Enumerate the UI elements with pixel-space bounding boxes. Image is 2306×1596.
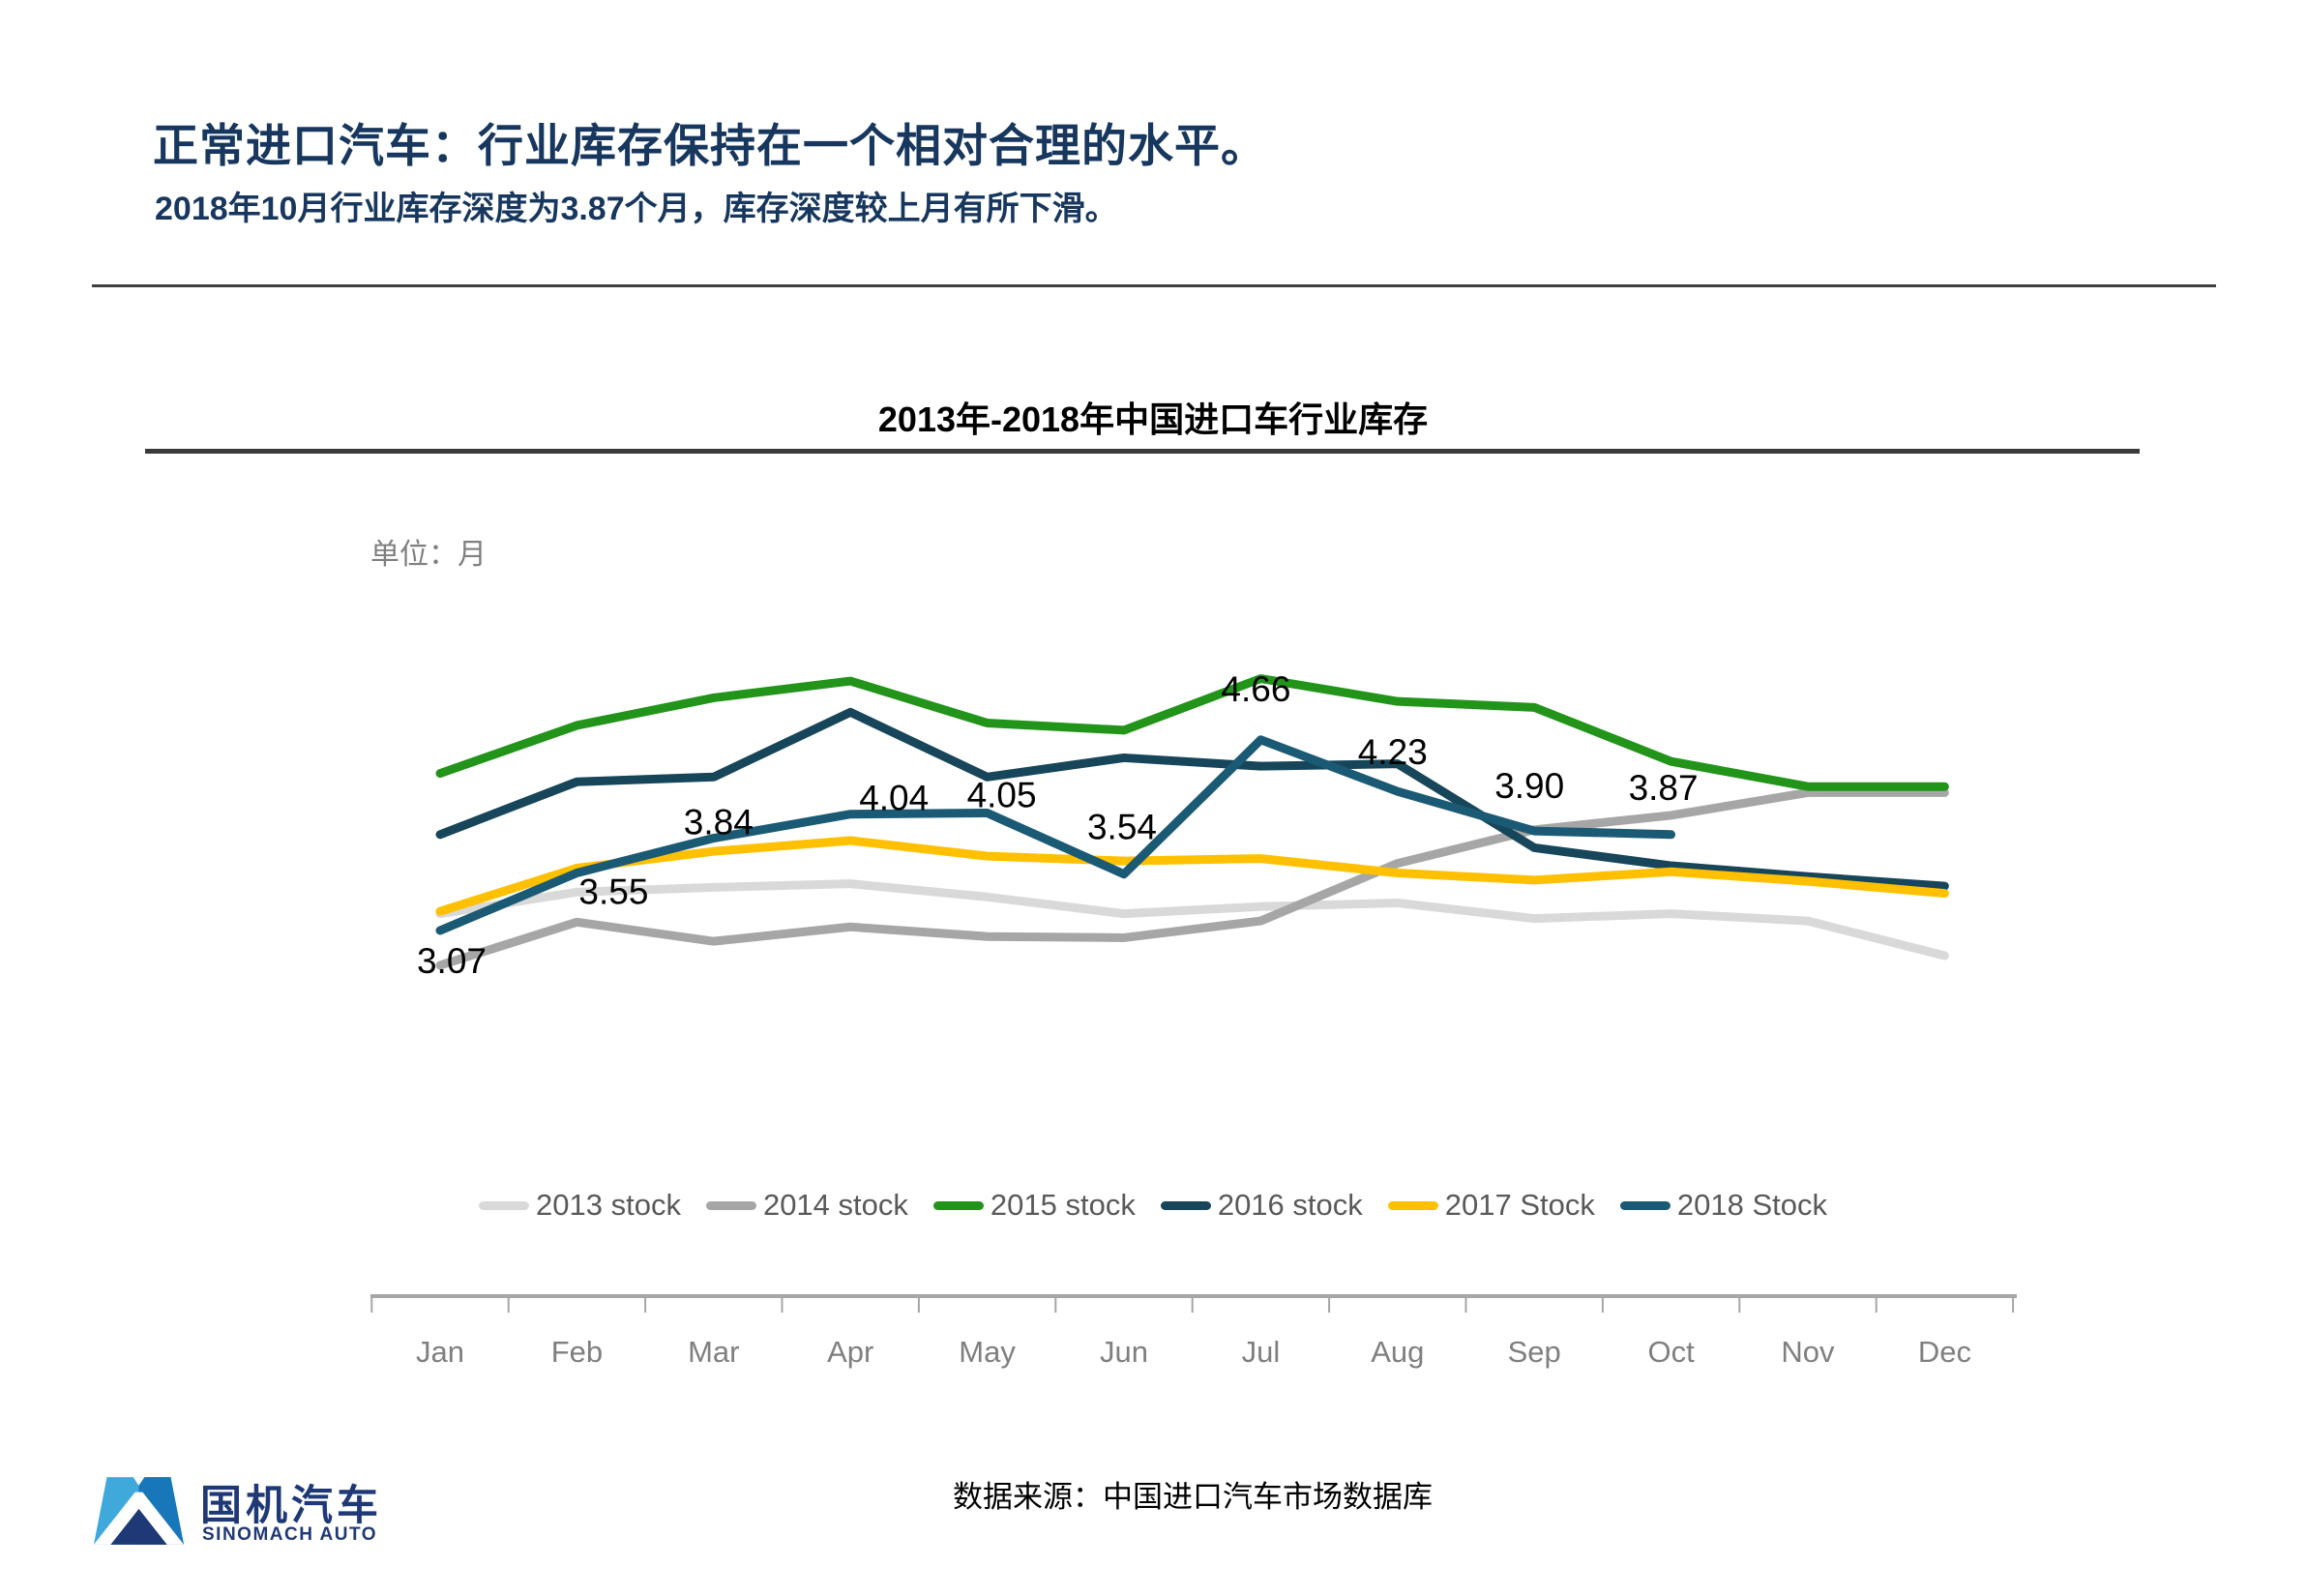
series-line-2017-stock xyxy=(435,836,1949,916)
data-label: 3.90 xyxy=(1494,766,1564,806)
unit-label: 单位：月 xyxy=(370,539,487,571)
legend-swatch-icon xyxy=(932,1200,984,1210)
legend-label: 2013 stock xyxy=(536,1188,681,1222)
legend-item-2014-stock: 2014 stock xyxy=(705,1188,908,1223)
series-line-2015-stock xyxy=(435,674,1949,791)
legend-item-2015-stock: 2015 stock xyxy=(932,1188,1136,1223)
legend-swatch-icon xyxy=(479,1200,530,1210)
axis-label-dec: Dec xyxy=(1918,1335,1971,1369)
axis-label-apr: Apr xyxy=(827,1335,873,1369)
legend-swatch-icon xyxy=(1619,1200,1670,1210)
axis-label-jan: Jan xyxy=(416,1335,464,1369)
line-chart: Jan Feb Mar Apr May Jun Jul Aug Sep Oct Nov Dec 3.07… xyxy=(370,669,2017,1369)
company-logo: 国机汽车 SINOMACH AUTO xyxy=(92,1466,382,1573)
axis-label-jul: Jul xyxy=(1242,1335,1281,1369)
legend-item-2017-stock: 2017 Stock xyxy=(1387,1188,1595,1223)
chart-title-divider xyxy=(145,449,2140,454)
data-label: 3.07 xyxy=(417,941,487,981)
legend-swatch-icon xyxy=(705,1200,756,1210)
page-title: 正常进口汽车：行业库存保持在一个相对合理的水平。 xyxy=(153,120,1267,171)
legend-swatch-icon xyxy=(1160,1200,1211,1210)
page-subtitle: 2018年10月行业库存深度为3.87个月，库存深度较上月有所下滑。 xyxy=(155,191,1118,227)
series-line-2016-stock xyxy=(435,707,1949,891)
axis-label-may: May xyxy=(959,1335,1016,1369)
data-label: 3.55 xyxy=(578,872,648,911)
data-label: 4.04 xyxy=(859,779,929,818)
series-line-2014-stock xyxy=(435,787,1949,970)
legend-label: 2018 Stock xyxy=(1676,1188,1827,1222)
axis-label-nov: Nov xyxy=(1781,1335,1835,1369)
data-label: 4.05 xyxy=(967,775,1037,814)
data-label: 3.84 xyxy=(684,803,754,842)
axis-label-sep: Sep xyxy=(1508,1335,1561,1369)
axis-label-jun: Jun xyxy=(1100,1335,1148,1369)
sinomach-logo-icon xyxy=(93,1477,185,1545)
series-line-2018-stock xyxy=(435,735,1676,935)
legend-item-2013-stock: 2013 stock xyxy=(479,1188,681,1223)
legend-item-2018-stock: 2018 Stock xyxy=(1619,1188,1827,1223)
chart-title: 2013年-2018年中国进口车行业库存 xyxy=(877,399,1429,439)
legend-label: 2015 stock xyxy=(990,1188,1136,1222)
data-label: 4.66 xyxy=(1221,669,1290,709)
legend-swatch-icon xyxy=(1387,1200,1438,1210)
chart-legend: 2013 stock 2014 stock 2015 stock 2016 stock… xyxy=(0,1188,2306,1223)
axis-label-oct: Oct xyxy=(1647,1335,1695,1369)
legend-label: 2014 stock xyxy=(762,1188,908,1222)
logo-text-en: SINOMACH AUTO xyxy=(202,1524,377,1545)
data-label: 4.23 xyxy=(1358,732,1428,772)
legend-item-2016-stock: 2016 stock xyxy=(1160,1188,1363,1223)
series-line-2013-stock xyxy=(435,879,1949,961)
axis-label-feb: Feb xyxy=(551,1335,603,1369)
legend-label: 2016 stock xyxy=(1217,1188,1363,1222)
data-label: 3.87 xyxy=(1629,768,1699,808)
legend-label: 2017 Stock xyxy=(1444,1188,1595,1222)
data-label: 3.54 xyxy=(1087,808,1157,847)
axis-label-aug: Aug xyxy=(1371,1335,1424,1369)
axis-label-mar: Mar xyxy=(688,1335,739,1369)
data-source: 数据来源：中国进口汽车市场数据库 xyxy=(953,1480,1433,1514)
header-divider xyxy=(92,284,2216,287)
logo-text-cn: 国机汽车 xyxy=(200,1483,382,1529)
